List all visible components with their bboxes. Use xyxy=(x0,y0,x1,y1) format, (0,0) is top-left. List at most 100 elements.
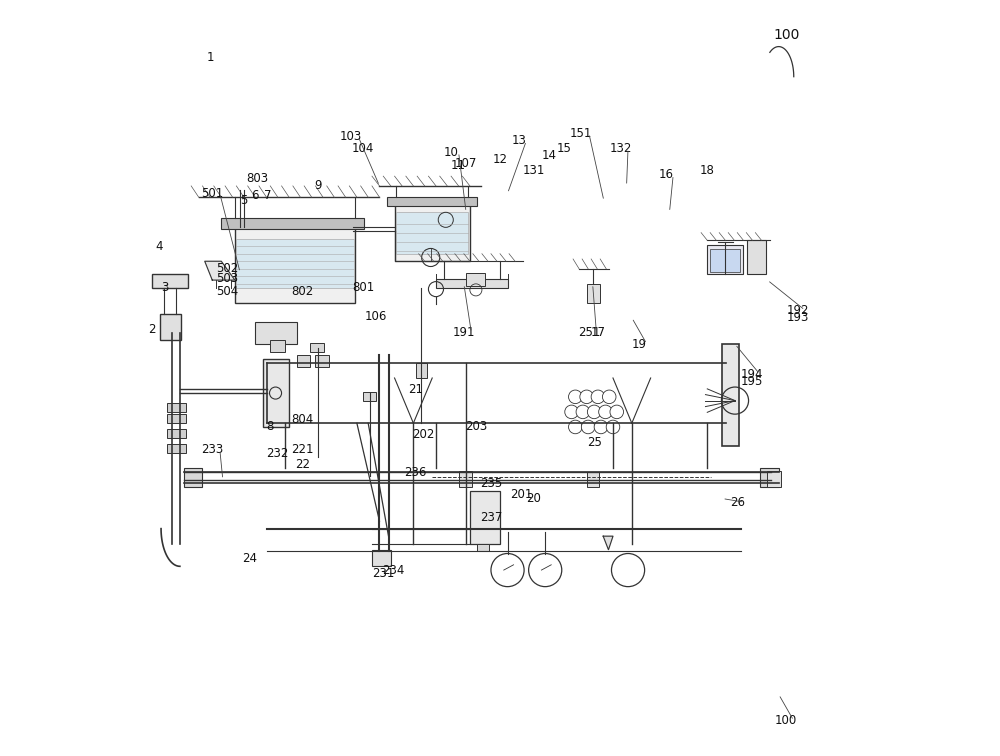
Text: 15: 15 xyxy=(557,142,571,155)
Text: 192: 192 xyxy=(786,304,809,317)
Bar xyxy=(167,414,186,423)
Text: 2: 2 xyxy=(148,323,156,336)
Text: 503: 503 xyxy=(216,272,238,285)
Text: 236: 236 xyxy=(404,466,427,479)
Text: 504: 504 xyxy=(216,285,238,298)
Text: 234: 234 xyxy=(382,563,404,577)
Text: 194: 194 xyxy=(741,367,764,381)
Text: 1: 1 xyxy=(206,51,214,64)
Bar xyxy=(707,246,743,274)
Text: 501: 501 xyxy=(201,187,223,200)
Bar xyxy=(710,249,740,272)
Text: 202: 202 xyxy=(412,428,434,441)
Text: 26: 26 xyxy=(730,496,745,509)
Bar xyxy=(310,342,324,352)
Bar xyxy=(270,340,285,352)
Text: 237: 237 xyxy=(480,511,502,524)
Text: 25: 25 xyxy=(587,435,602,448)
Text: 12: 12 xyxy=(492,153,508,166)
Text: 17: 17 xyxy=(590,327,605,339)
Circle shape xyxy=(599,405,612,419)
Bar xyxy=(160,314,181,340)
Text: 21: 21 xyxy=(408,383,423,396)
Text: 100: 100 xyxy=(775,714,797,727)
Bar xyxy=(221,218,364,229)
Circle shape xyxy=(610,405,624,419)
Circle shape xyxy=(587,405,601,419)
Circle shape xyxy=(591,390,605,404)
Circle shape xyxy=(602,390,616,404)
Text: 804: 804 xyxy=(292,413,314,426)
Bar xyxy=(459,471,472,487)
Polygon shape xyxy=(603,536,613,550)
Text: 103: 103 xyxy=(340,131,362,144)
Text: 203: 203 xyxy=(465,420,487,433)
Bar xyxy=(152,274,188,287)
Text: 20: 20 xyxy=(526,492,541,505)
Text: 191: 191 xyxy=(453,327,475,339)
Text: 24: 24 xyxy=(242,553,257,565)
Text: 3: 3 xyxy=(161,281,169,294)
Circle shape xyxy=(606,420,620,434)
Text: 221: 221 xyxy=(291,443,314,456)
Bar xyxy=(315,355,329,367)
Circle shape xyxy=(580,390,593,404)
Text: 801: 801 xyxy=(352,281,374,294)
Text: 201: 201 xyxy=(510,488,532,501)
Bar xyxy=(477,544,489,551)
Text: 5: 5 xyxy=(240,194,248,207)
Bar xyxy=(184,469,202,487)
Text: 19: 19 xyxy=(632,338,647,351)
Text: 8: 8 xyxy=(267,420,274,433)
Bar xyxy=(747,240,766,274)
Bar xyxy=(396,212,468,254)
Text: 11: 11 xyxy=(451,159,466,172)
Bar xyxy=(235,228,355,302)
Text: 193: 193 xyxy=(786,311,809,324)
Bar xyxy=(372,550,391,566)
Text: 9: 9 xyxy=(314,179,321,193)
Text: 18: 18 xyxy=(700,164,715,178)
Circle shape xyxy=(565,405,578,419)
Text: 10: 10 xyxy=(444,146,458,159)
Bar xyxy=(416,363,427,378)
Bar xyxy=(395,205,470,262)
Text: 13: 13 xyxy=(511,135,526,147)
Polygon shape xyxy=(205,262,235,280)
Bar xyxy=(466,273,485,286)
Bar xyxy=(167,403,186,412)
Bar xyxy=(587,284,600,302)
Text: 131: 131 xyxy=(523,164,545,178)
Text: 100: 100 xyxy=(773,28,799,42)
Text: 132: 132 xyxy=(609,142,632,155)
Bar xyxy=(167,429,186,438)
Text: 104: 104 xyxy=(352,142,374,155)
Text: 232: 232 xyxy=(267,447,289,460)
Text: 22: 22 xyxy=(295,458,310,471)
Text: 106: 106 xyxy=(365,310,387,323)
Bar xyxy=(767,471,781,487)
Bar xyxy=(387,197,477,206)
Text: 6: 6 xyxy=(251,189,259,202)
Circle shape xyxy=(594,420,608,434)
Bar xyxy=(297,355,310,367)
Bar xyxy=(760,469,779,487)
Bar xyxy=(722,344,739,446)
Text: 235: 235 xyxy=(480,477,502,490)
Circle shape xyxy=(569,420,582,434)
Text: 251: 251 xyxy=(578,327,600,339)
Text: 803: 803 xyxy=(246,172,269,185)
Text: 231: 231 xyxy=(372,567,394,581)
Text: 107: 107 xyxy=(455,156,477,170)
Bar xyxy=(436,278,508,287)
Bar xyxy=(363,392,376,401)
Bar xyxy=(470,491,500,544)
Text: 195: 195 xyxy=(741,375,764,389)
Circle shape xyxy=(569,390,582,404)
Bar xyxy=(255,321,297,344)
Text: 502: 502 xyxy=(216,262,238,275)
Bar xyxy=(167,445,186,454)
Text: 4: 4 xyxy=(156,240,163,253)
Bar xyxy=(587,472,599,487)
Text: 151: 151 xyxy=(570,127,593,140)
